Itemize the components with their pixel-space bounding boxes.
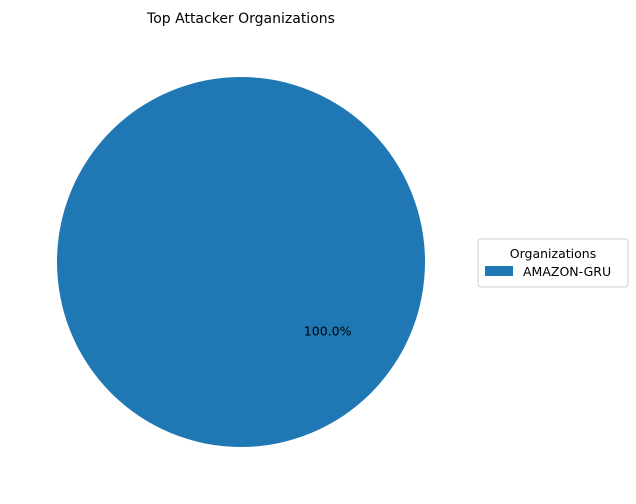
- legend-title: Organizations: [510, 246, 596, 261]
- pie-percent-label-0: 100.0%: [304, 323, 352, 338]
- legend-label-0: AMAZON-GRU: [523, 264, 611, 279]
- legend-swatch-0: [485, 266, 513, 276]
- legend: Organizations AMAZON-GRU: [477, 238, 629, 288]
- pie-slices: [57, 77, 425, 447]
- legend-entries: AMAZON-GRU: [485, 264, 611, 279]
- legend-frame: [477, 238, 629, 288]
- pie-percent-labels: 100.0%: [304, 323, 352, 338]
- pie-slice-0: [57, 77, 425, 447]
- chart-title: Top Attacker Organizations: [146, 11, 335, 27]
